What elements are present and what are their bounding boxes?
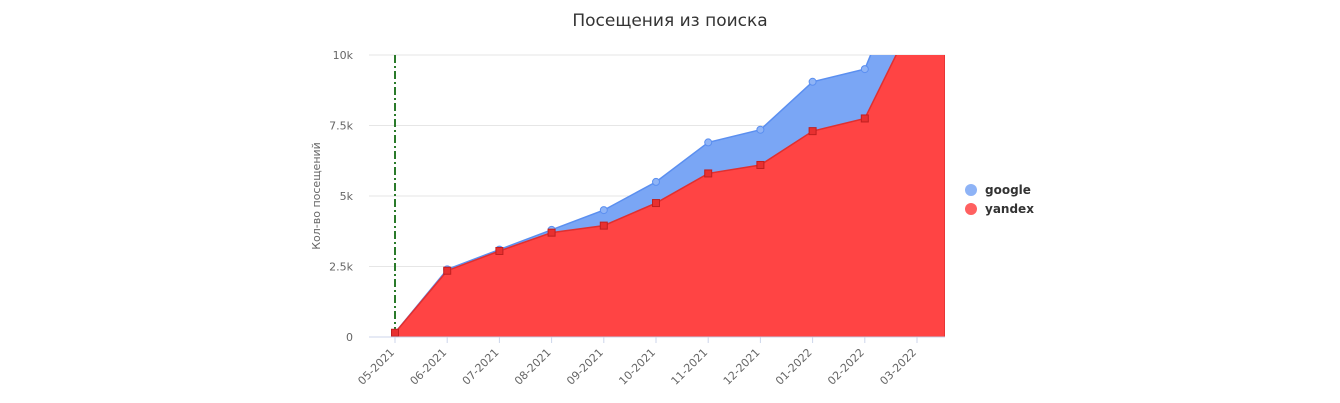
yandex-point	[392, 329, 399, 336]
legend: google yandex	[965, 183, 1034, 216]
chart-title: Посещения из поиска	[572, 11, 767, 31]
y-tick-label: 7.5k	[329, 120, 353, 133]
yandex-point	[653, 200, 660, 207]
y-tick-label: 2.5k	[329, 261, 353, 274]
y-tick-label: 0	[346, 331, 353, 344]
x-tick-label: 07-2021	[460, 346, 502, 388]
yandex-point	[444, 267, 451, 274]
legend-label-google: google	[985, 183, 1031, 197]
yandex-point	[705, 170, 712, 177]
yandex-point	[809, 128, 816, 135]
x-tick-label: 01-2022	[773, 346, 815, 388]
x-tick-label: 12-2021	[721, 346, 763, 388]
legend-marker-google	[965, 184, 977, 196]
yandex-point	[757, 161, 764, 168]
google-point	[653, 178, 660, 185]
x-tick-label: 10-2021	[616, 346, 658, 388]
x-axis-ticks: 05-2021 06-2021 07-2021 08-2021 09-2021 10-20…	[355, 337, 919, 388]
x-tick-label: 06-2021	[408, 346, 450, 388]
y-tick-label: 10k	[333, 49, 354, 62]
x-tick-label: 09-2021	[564, 346, 606, 388]
google-point	[809, 78, 816, 85]
legend-marker-yandex	[965, 203, 977, 215]
yandex-point	[600, 222, 607, 229]
y-axis-label: Кол-во посещений	[310, 142, 323, 250]
yandex-point	[548, 229, 555, 236]
x-tick-label: 03-2022	[877, 346, 919, 388]
google-point	[705, 139, 712, 146]
yandex-point	[496, 247, 503, 254]
google-point	[600, 207, 607, 214]
x-tick-label: 05-2021	[355, 346, 397, 388]
yandex-point	[861, 115, 868, 122]
plot-area	[395, 0, 945, 337]
x-tick-label: 02-2022	[825, 346, 867, 388]
google-point	[861, 66, 868, 73]
x-tick-label: 08-2021	[512, 346, 554, 388]
legend-label-yandex: yandex	[985, 202, 1034, 216]
y-tick-label: 5k	[340, 190, 354, 203]
x-tick-label: 11-2021	[669, 346, 711, 388]
yandex-area	[395, 0, 945, 337]
y-axis-ticks: 0 2.5k 5k 7.5k 10k	[329, 49, 353, 344]
google-point	[757, 126, 764, 133]
